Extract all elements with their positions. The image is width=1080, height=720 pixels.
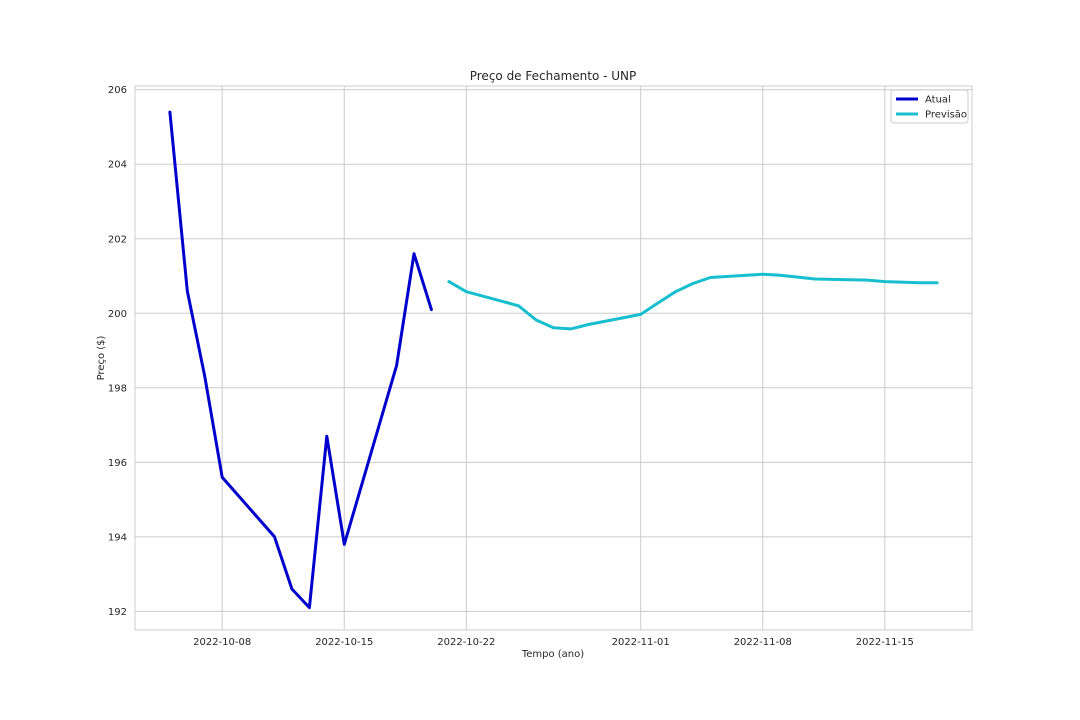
legend-label-previsao: Previsão [925, 110, 967, 121]
y-tick-label: 192 [108, 607, 127, 618]
x-axis-label: Tempo (ano) [521, 649, 584, 660]
y-tick-label: 206 [108, 85, 127, 96]
x-tick-label: 2022-11-08 [734, 637, 792, 648]
y-tick-label: 196 [108, 458, 127, 469]
y-tick-label: 204 [108, 160, 127, 171]
plot-area [135, 86, 972, 630]
x-tick-label: 2022-10-22 [437, 637, 495, 648]
y-tick-labels: 192 194 196 198 200 202 204 206 [108, 85, 127, 618]
x-tick-label: 2022-11-01 [612, 637, 670, 648]
legend-label-atual: Atual [925, 95, 951, 106]
y-tick-label: 194 [108, 532, 127, 543]
y-tick-label: 200 [108, 309, 127, 320]
chart-title: Preço de Fechamento - UNP [470, 69, 637, 83]
x-tick-label: 2022-10-08 [193, 637, 251, 648]
x-tick-label: 2022-10-15 [315, 637, 373, 648]
y-axis-label: Preço ($) [96, 335, 107, 380]
y-tick-label: 202 [108, 234, 127, 245]
legend: Atual Previsão [891, 90, 968, 123]
y-tick-label: 198 [108, 383, 127, 394]
x-tick-label: 2022-11-15 [856, 637, 914, 648]
x-tick-labels: 2022-10-08 2022-10-15 2022-10-22 2022-11-01… [193, 637, 914, 648]
